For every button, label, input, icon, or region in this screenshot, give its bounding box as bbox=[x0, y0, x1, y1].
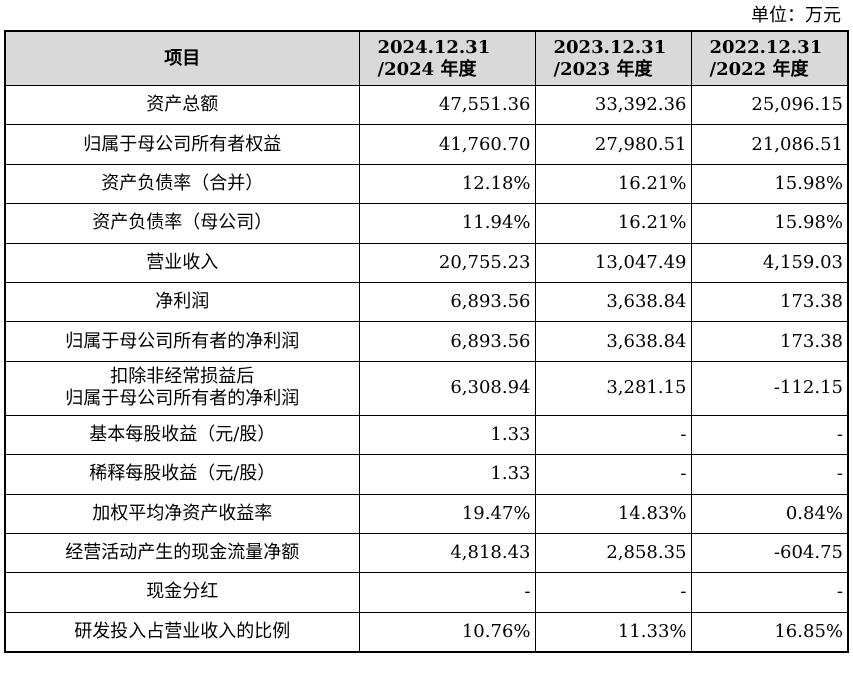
value-2022: 15.98% bbox=[690, 163, 849, 205]
value-2022: 4,159.03 bbox=[690, 242, 849, 283]
row-label: 加权平均净资产收益率 bbox=[4, 493, 360, 534]
row-label: 扣除非经常损益后 归属于母公司所有者的净利润 bbox=[4, 360, 360, 416]
value-2024: 1.33 bbox=[358, 454, 536, 495]
row-label: 资产负债率（母公司） bbox=[4, 203, 360, 244]
row-label-line: 加权平均净资产收益率 bbox=[92, 502, 273, 524]
table-body: 资产总额 47,551.36 33,392.36 25,096.15 归属于母公司所有者… bbox=[4, 84, 849, 653]
value-2022: 173.38 bbox=[690, 281, 849, 323]
table-row: 资产总额 47,551.36 33,392.36 25,096.15 bbox=[4, 84, 849, 126]
header-2024-year: /2024 年度 bbox=[377, 58, 477, 80]
row-label: 经营活动产生的现金流量净额 bbox=[4, 532, 360, 574]
value-2024: 47,551.36 bbox=[358, 84, 536, 126]
row-label: 稀释每股收益（元/股） bbox=[4, 454, 360, 495]
header-item: 项目 bbox=[4, 30, 360, 86]
header-2022-year: /2022 年度 bbox=[709, 58, 809, 80]
row-label-line: 资产负债率（合并） bbox=[101, 172, 264, 194]
value-2024: 19.47% bbox=[358, 493, 536, 534]
row-label-line: 营业收入 bbox=[146, 251, 219, 273]
value-2024: 4,818.43 bbox=[358, 532, 536, 574]
row-label-line: 归属于母公司所有者权益 bbox=[83, 133, 282, 155]
table-row: 稀释每股收益（元/股） 1.33- - bbox=[4, 454, 849, 495]
row-label: 净利润 bbox=[4, 281, 360, 323]
table-row: 研发投入占营业收入的比例 10.76% 11.33% 16.85% bbox=[4, 611, 849, 653]
row-label: 现金分红 bbox=[4, 572, 360, 613]
value-2022: 25,096.15 bbox=[690, 84, 849, 126]
value-2023: 2,858.35 bbox=[534, 532, 692, 574]
header-2023-year: /2023 年度 bbox=[553, 58, 653, 80]
header-2022: 2022.12.31 /2022 年度 bbox=[690, 30, 849, 86]
value-2022: 15.98% bbox=[690, 203, 849, 244]
value-2024: 10.76% bbox=[358, 611, 536, 653]
table-row: 现金分红 - - - bbox=[4, 572, 849, 613]
value-2022: -112.15 bbox=[690, 360, 849, 416]
value-2023: 3,281.15 bbox=[534, 360, 692, 416]
value-2022: 0.84% bbox=[690, 493, 849, 534]
row-label: 归属于母公司所有者的净利润 bbox=[4, 321, 360, 362]
value-2023: - bbox=[534, 454, 692, 495]
value-2023: 11.33% bbox=[534, 611, 692, 653]
table-row: 净利润 6,893.56 3,638.84 173.38 bbox=[4, 281, 849, 323]
row-label-line: 研发投入占营业收入的比例 bbox=[74, 620, 291, 642]
table-row: 资产负债率（母公司） 11.94% 16.21% 15.98% bbox=[4, 203, 849, 244]
value-2024: 11.94% bbox=[358, 203, 536, 244]
row-label: 基本每股收益（元/股） bbox=[4, 414, 360, 456]
row-label-line: 稀释每股收益（元/股） bbox=[89, 463, 276, 485]
table-row: 归属于母公司所有者权益 41,760.70 27,980.51 21,086.51 bbox=[4, 124, 849, 165]
table-row: 加权平均净资产收益率 19.47% 14.83% 0.84% bbox=[4, 493, 849, 534]
row-label-line: 扣除非经常损益后 bbox=[110, 366, 255, 388]
value-2023: 3,638.84 bbox=[534, 281, 692, 323]
value-2023: 16.21% bbox=[534, 203, 692, 244]
header-2022-date: 2022.12.31 bbox=[709, 36, 823, 58]
value-2022: -604.75 bbox=[690, 532, 849, 574]
value-2022: - bbox=[690, 414, 849, 456]
row-label-line: 现金分红 bbox=[146, 581, 219, 603]
row-label-line: 资产总额 bbox=[146, 94, 219, 116]
value-2023: - bbox=[534, 572, 692, 613]
header-2023-date: 2023.12.31 bbox=[553, 36, 667, 58]
header-2023: 2023.12.31 /2023 年度 bbox=[534, 30, 692, 86]
row-label-line: 经营活动产生的现金流量净额 bbox=[65, 542, 300, 564]
value-2023: 16.21% bbox=[534, 163, 692, 205]
table-row: 归属于母公司所有者的净利润 6,893.56 3,638.84 173.38 bbox=[4, 321, 849, 362]
value-2024: 1.33 bbox=[358, 414, 536, 456]
value-2024: 20,755.23 bbox=[358, 242, 536, 283]
unit-label: 单位：万元 bbox=[751, 5, 841, 26]
value-2022: 16.85% bbox=[690, 611, 849, 653]
table-row: 基本每股收益（元/股） 1.33- - bbox=[4, 414, 849, 456]
row-label: 营业收入 bbox=[4, 242, 360, 283]
value-2022: 21,086.51 bbox=[690, 124, 849, 165]
value-2024: 41,760.70 bbox=[358, 124, 536, 165]
row-label-line: 资产负债率（母公司） bbox=[92, 212, 273, 234]
value-2023: - bbox=[534, 414, 692, 456]
value-2024: 6,308.94 bbox=[358, 360, 536, 416]
value-2023: 14.83% bbox=[534, 493, 692, 534]
header-2024-date: 2024.12.31 bbox=[377, 36, 491, 58]
table-row: 资产负债率（合并） 12.18% 16.21% 15.98% bbox=[4, 163, 849, 205]
row-label-line: 净利润 bbox=[155, 291, 210, 313]
value-2023: 27,980.51 bbox=[534, 124, 692, 165]
table-header-row: 项目 2024.12.31 /2024 年度 2023.12.31 /2023 … bbox=[4, 30, 849, 86]
row-label: 资产负债率（合并） bbox=[4, 163, 360, 205]
value-2023: 3,638.84 bbox=[534, 321, 692, 362]
row-label: 资产总额 bbox=[4, 84, 360, 126]
value-2023: 33,392.36 bbox=[534, 84, 692, 126]
table-row: 扣除非经常损益后 归属于母公司所有者的净利润 6,308.94 3,281.15 -11… bbox=[4, 360, 849, 416]
row-label: 研发投入占营业收入的比例 bbox=[4, 611, 360, 653]
row-label-line: 归属于母公司所有者的净利润 bbox=[65, 388, 300, 410]
financial-summary-table: 项目 2024.12.31 /2024 年度 2023.12.31 /2023 … bbox=[4, 30, 849, 654]
value-2024: - bbox=[358, 572, 536, 613]
row-label-line: 归属于母公司所有者的净利润 bbox=[65, 330, 300, 352]
header-2024: 2024.12.31 /2024 年度 bbox=[358, 30, 536, 86]
value-2022: - bbox=[690, 572, 849, 613]
value-2023: 13,047.49 bbox=[534, 242, 692, 283]
table-row: 经营活动产生的现金流量净额 4,818.43 2,858.35 -604.75 bbox=[4, 532, 849, 574]
row-label: 归属于母公司所有者权益 bbox=[4, 124, 360, 165]
value-2024: 6,893.56 bbox=[358, 281, 536, 323]
value-2024: 6,893.56 bbox=[358, 321, 536, 362]
table-row: 营业收入 20,755.23 13,047.49 4,159.03 bbox=[4, 242, 849, 283]
value-2022: 173.38 bbox=[690, 321, 849, 362]
value-2024: 12.18% bbox=[358, 163, 536, 205]
row-label-line: 基本每股收益（元/股） bbox=[89, 423, 276, 445]
value-2022: - bbox=[690, 454, 849, 495]
